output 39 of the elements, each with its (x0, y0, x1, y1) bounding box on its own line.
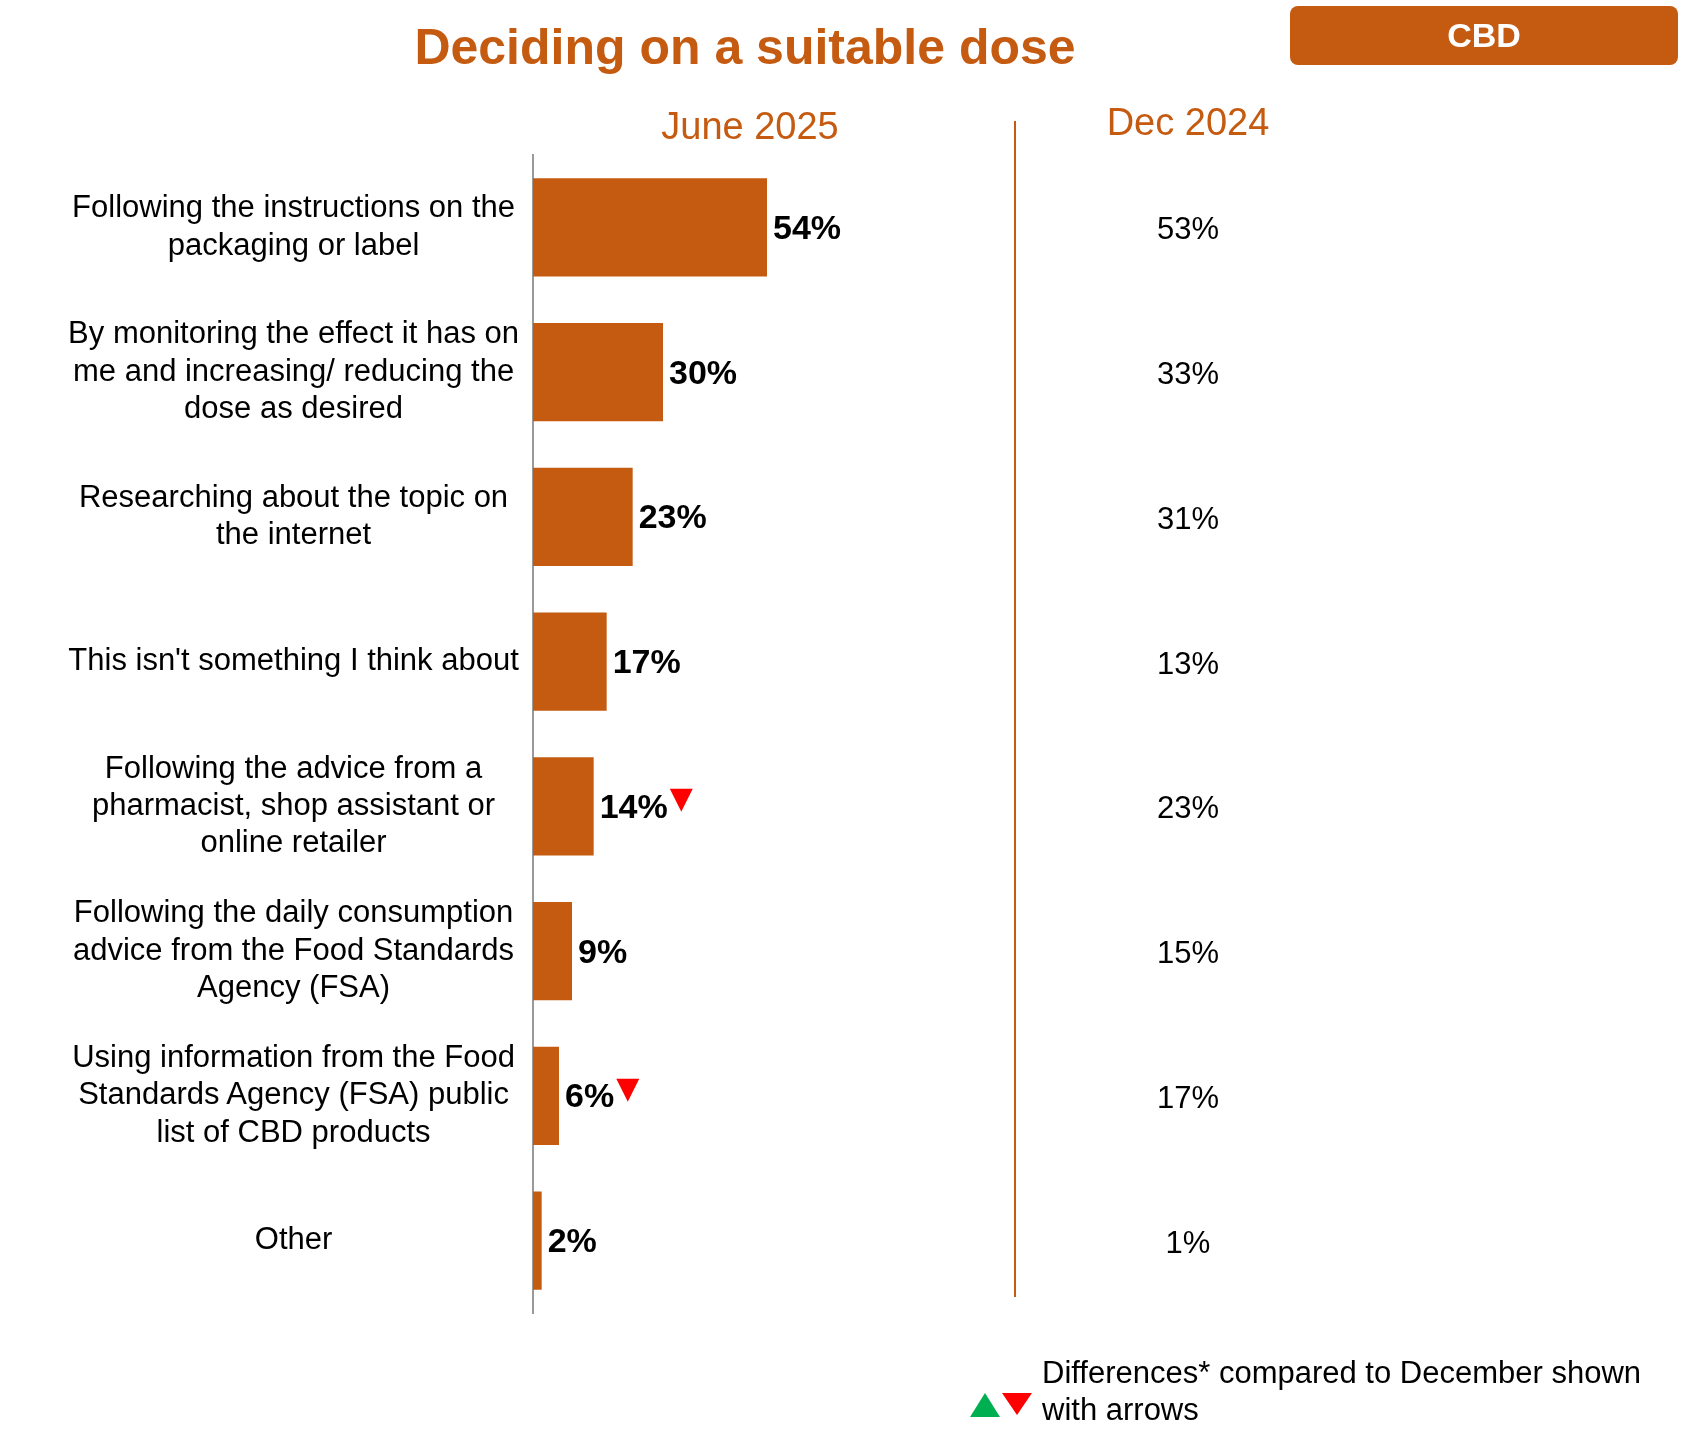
bar (533, 757, 594, 856)
bar (533, 612, 607, 711)
y-tick-label: Other (254, 1221, 333, 1257)
data-label: 53% (1155, 211, 1220, 248)
data-label: 17% (612, 642, 681, 680)
chart-title: Deciding on a suitable dose (414, 19, 1076, 75)
y-tick-label: Following the advice from a pharmacist, shop assistant or online retailer (91, 749, 496, 860)
text: CBD (1290, 6, 1678, 65)
data-label: 31% (1155, 500, 1220, 537)
bar (533, 901, 572, 1001)
data-label: 2% (547, 1221, 597, 1259)
bar (533, 1191, 542, 1290)
data-label: 54% (773, 207, 842, 246)
data-label: 17% (1155, 1079, 1220, 1116)
y-tick-label: Using information from the Food Standards Agency (FSA) public list of CBD products (72, 1039, 515, 1149)
data-label: 23% (1155, 790, 1220, 827)
text: Differences* compared to December shown with arrows (1042, 1354, 1643, 1428)
data-label: 30% (669, 352, 738, 391)
annotation: ▼ (616, 1069, 640, 1105)
bar (533, 178, 767, 277)
data-label: 6% (565, 1076, 615, 1115)
data-label: 1% (1164, 1224, 1212, 1261)
annotation: ▼ (669, 780, 693, 816)
data-label: 14% (599, 786, 668, 825)
series-label: June 2025 (660, 105, 840, 148)
data-label: 13% (1155, 645, 1220, 682)
bar (533, 467, 633, 567)
data-label: 15% (1155, 935, 1220, 972)
data-label: 23% (638, 497, 707, 536)
y-tick-label: Researching about the topic on the internet (78, 478, 509, 552)
bar (533, 322, 663, 422)
y-tick-label: Following the daily consumption advice from the Food Standards Agency (FSA) (72, 894, 515, 1004)
y-tick-label: This isn't something I think about (68, 642, 520, 678)
y-tick-label: By monitoring the effect it has on me and increasing/ reducing the dose as desired (68, 315, 520, 425)
data-label: 33% (1155, 356, 1220, 393)
data-label: 9% (578, 931, 628, 970)
y-tick-label: Following the instructions on the packaging or label (72, 189, 515, 262)
text: Dec 2024 (1105, 101, 1271, 144)
bar (533, 1046, 559, 1146)
